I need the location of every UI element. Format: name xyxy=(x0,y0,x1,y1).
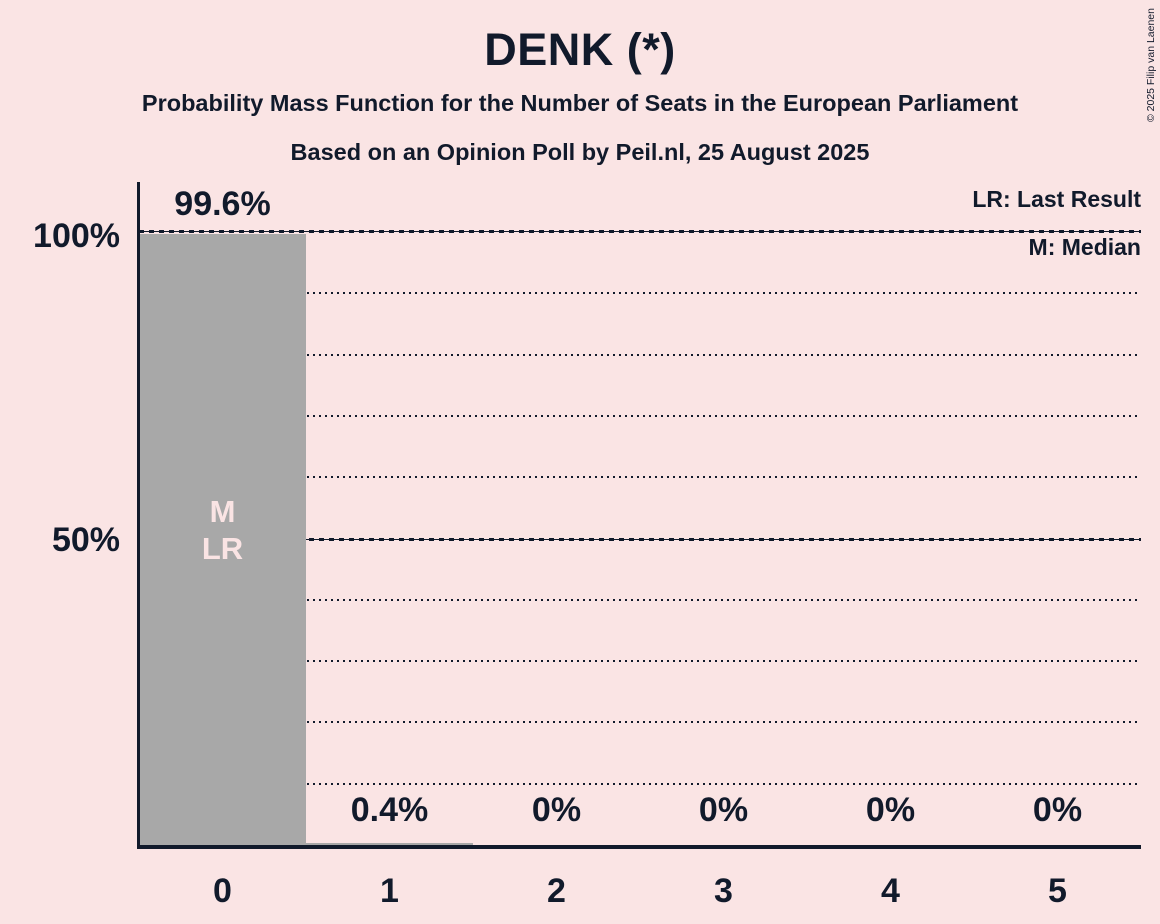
gridline-dotted-20pct xyxy=(139,721,1141,724)
gridline-dotted-70pct xyxy=(139,414,1141,417)
gridline-dotted-40pct xyxy=(139,598,1141,601)
x-axis-tick-row: 0 1 2 3 4 5 xyxy=(139,872,1141,912)
bar-seats-1 xyxy=(306,842,473,845)
gridline-100pct xyxy=(139,230,1141,233)
x-tick-label-5: 5 xyxy=(1048,872,1067,910)
gridline-50pct xyxy=(139,537,1141,541)
x-axis-line xyxy=(137,845,1141,849)
value-label-seats-1: 0.4% xyxy=(350,791,429,829)
gridline-dotted-60pct xyxy=(139,476,1141,479)
x-tick-label-0: 0 xyxy=(213,872,232,910)
x-tick-label-1: 1 xyxy=(380,872,399,910)
value-label-seats-3: 0% xyxy=(698,791,749,829)
value-label-seats-0: 99.6% xyxy=(174,185,271,223)
bar-seats-0: M LR xyxy=(139,234,306,845)
chart-source-note: Based on an Opinion Poll by Peil.nl, 25 … xyxy=(290,139,870,165)
marker-m: M xyxy=(209,494,236,530)
legend-last-result: LR: Last Result xyxy=(972,186,1141,212)
y-axis-tick-100: 100% xyxy=(33,217,120,255)
x-tick-label-4: 4 xyxy=(881,872,900,910)
value-label-seats-4: 0% xyxy=(865,791,916,829)
gridline-dotted-10pct xyxy=(139,782,1141,785)
marker-lr: LR xyxy=(201,531,244,567)
copyright-notice: © 2025 Filip van Laenen xyxy=(1145,8,1157,122)
x-tick-label-3: 3 xyxy=(714,872,733,910)
gridline-dotted-30pct xyxy=(139,660,1141,663)
y-axis-tick-50: 50% xyxy=(51,521,120,559)
x-tick-label-2: 2 xyxy=(547,872,566,910)
value-label-seats-2: 0% xyxy=(531,791,582,829)
plot-area: M LR 99.6% 0.4% 0% 0% 0% 0% xyxy=(139,185,1141,845)
y-axis-line xyxy=(137,182,140,848)
chart-subtitle: Probability Mass Function for the Number… xyxy=(141,90,1019,116)
gridline-dotted-80pct xyxy=(139,353,1141,356)
value-label-seats-5: 0% xyxy=(1032,791,1083,829)
chart-title: DENK (*) xyxy=(484,24,676,75)
legend-median: M: Median xyxy=(1028,234,1141,260)
gridline-dotted-90pct xyxy=(139,292,1141,295)
median-last-result-marker: M LR xyxy=(139,493,306,567)
